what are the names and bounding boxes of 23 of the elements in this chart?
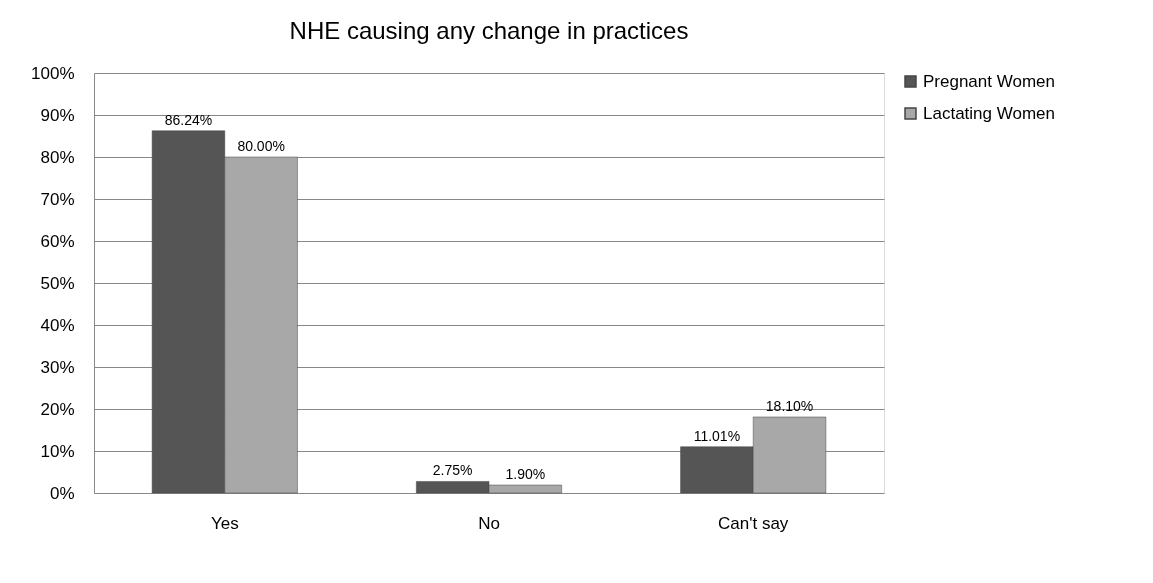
y-tick-label: 60% bbox=[40, 231, 75, 251]
x-tick-label: Yes bbox=[210, 513, 239, 533]
x-tick-label: No bbox=[478, 513, 500, 533]
chart-title: NHE causing any change in practices bbox=[289, 17, 689, 44]
legend-label: Lactating Women bbox=[923, 103, 1055, 123]
data-label: 80.00% bbox=[237, 138, 285, 154]
data-label: 2.75% bbox=[432, 462, 473, 479]
data-label: 86.24% bbox=[164, 111, 213, 128]
y-tick-label: 20% bbox=[40, 399, 75, 419]
y-tick-label: 80% bbox=[40, 147, 75, 167]
data-label: 18.10% bbox=[765, 397, 814, 414]
x-tick-label: Can't say bbox=[718, 513, 789, 533]
y-tick-label: 100% bbox=[31, 63, 75, 83]
y-tick-label: 90% bbox=[40, 105, 75, 125]
y-tick-label: 10% bbox=[40, 441, 75, 461]
y-tick-label: 30% bbox=[40, 357, 75, 377]
y-tick-label: 50% bbox=[40, 273, 75, 293]
data-label: 1.90% bbox=[505, 466, 546, 483]
y-tick-label: 70% bbox=[40, 189, 75, 209]
y-tick-label: 40% bbox=[40, 315, 75, 335]
legend-label: Pregnant Women bbox=[923, 71, 1055, 91]
y-tick-label: 0% bbox=[49, 483, 75, 503]
data-label: 11.01% bbox=[693, 427, 741, 444]
